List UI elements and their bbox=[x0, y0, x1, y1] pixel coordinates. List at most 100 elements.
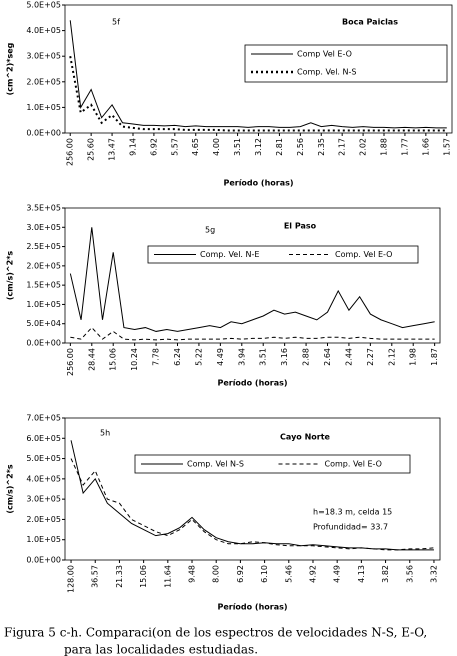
y-tick-label: 0.0E+00 bbox=[26, 556, 61, 565]
x-tick-label: 9.48 bbox=[188, 565, 197, 583]
x-tick-label: 2.17 bbox=[338, 138, 347, 156]
y-tick-label: 0.0E+00 bbox=[26, 339, 61, 348]
x-tick-label: 6.24 bbox=[173, 348, 182, 366]
x-tick-label: 4.49 bbox=[216, 348, 225, 366]
x-tick-label: 256.00 bbox=[66, 138, 75, 166]
x-tick-label: 3.56 bbox=[405, 565, 414, 583]
legend-label: Comp. Vel E-O bbox=[335, 250, 392, 259]
legend-label: Comp. Vel N-S bbox=[187, 460, 244, 469]
legend-label: Comp. Vel. N-S bbox=[297, 68, 356, 77]
series-line bbox=[69, 56, 447, 132]
chart-title: Boca Paiclas bbox=[342, 18, 398, 27]
x-tick-label: 2.56 bbox=[296, 138, 305, 156]
x-tick-label: 256.00 bbox=[66, 348, 75, 376]
y-tick-label: 0.0E+00 bbox=[26, 129, 61, 138]
chart-title: El Paso bbox=[284, 222, 317, 231]
x-tick-label: 4.00 bbox=[212, 138, 221, 156]
y-tick-label: 1.0E+05 bbox=[26, 103, 61, 112]
x-tick-label: 5.46 bbox=[284, 565, 293, 583]
annotation: Profundidad= 33.7 bbox=[313, 523, 388, 532]
y-tick-label: 2.0E+05 bbox=[26, 77, 61, 86]
y-axis-title: (cm^2)*seg bbox=[6, 42, 15, 95]
annotation: h=18.3 m, celda 15 bbox=[313, 508, 392, 517]
x-tick-label: 3.32 bbox=[429, 565, 438, 583]
y-tick-label: 1.0E+05 bbox=[26, 535, 61, 544]
x-tick-label: 3.12 bbox=[254, 138, 263, 156]
x-tick-label: 15.06 bbox=[109, 348, 118, 371]
y-tick-label: 6.0E+05 bbox=[26, 434, 61, 443]
x-tick-label: 21.33 bbox=[115, 565, 124, 588]
x-tick-label: 28.44 bbox=[87, 348, 96, 371]
y-tick-label: 5.0E+05 bbox=[26, 1, 61, 10]
y-tick-label: 1.0E+05 bbox=[26, 300, 61, 309]
x-tick-label: 2.88 bbox=[302, 348, 311, 366]
x-tick-label: 128.00 bbox=[67, 565, 76, 593]
x-tick-label: 6.92 bbox=[236, 565, 245, 583]
x-tick-label: 2.64 bbox=[323, 348, 332, 366]
x-tick-label: 1.77 bbox=[400, 138, 409, 156]
legend-box bbox=[244, 44, 448, 83]
x-tick-label: 1.66 bbox=[421, 138, 430, 156]
legend-label: Comp Vel E-O bbox=[297, 50, 352, 59]
legend-label: Comp. Vel. N-E bbox=[200, 250, 259, 259]
x-tick-label: 1.87 bbox=[430, 348, 439, 366]
x-tick-label: 6.92 bbox=[149, 138, 158, 156]
legend-label: Comp. Vel E-O bbox=[325, 460, 382, 469]
y-tick-label: 4.0E+05 bbox=[26, 474, 61, 483]
x-tick-label: 2.27 bbox=[366, 348, 375, 366]
x-tick-label: 1.57 bbox=[442, 138, 451, 156]
x-tick-label: 4.49 bbox=[333, 565, 342, 583]
series-line bbox=[69, 227, 435, 332]
chart-title: Cayo Norte bbox=[280, 433, 330, 442]
x-tick-label: 4.13 bbox=[357, 565, 366, 583]
y-tick-label: 4.0E+05 bbox=[26, 26, 61, 35]
y-axis-title: (cm/s)^2*s bbox=[6, 251, 15, 301]
plot-frame bbox=[64, 207, 441, 344]
x-tick-label: 15.06 bbox=[139, 565, 148, 588]
x-tick-label: 36.57 bbox=[91, 565, 100, 588]
x-axis-title: Período (horas) bbox=[217, 379, 287, 388]
x-tick-label: 2.81 bbox=[275, 138, 284, 156]
x-tick-label: 9.14 bbox=[128, 138, 137, 156]
y-tick-label: 3.0E+05 bbox=[26, 495, 61, 504]
x-tick-label: 13.47 bbox=[108, 138, 117, 161]
caption: para las localidades estudiadas. bbox=[64, 643, 258, 656]
series-line bbox=[69, 20, 447, 129]
x-tick-label: 2.02 bbox=[359, 138, 368, 156]
x-tick-label: 3.51 bbox=[259, 348, 268, 366]
x-tick-label: 8.00 bbox=[212, 565, 221, 583]
x-tick-label: 11.64 bbox=[163, 565, 172, 588]
x-tick-label: 2.35 bbox=[317, 138, 326, 156]
y-tick-label: 5.0E+04 bbox=[26, 319, 61, 328]
series-line bbox=[70, 440, 434, 551]
x-tick-label: 7.78 bbox=[152, 348, 161, 366]
x-tick-label: 2.12 bbox=[387, 348, 396, 366]
y-tick-label: 3.5E+05 bbox=[26, 204, 61, 213]
panel-label: 5g bbox=[205, 226, 215, 235]
panel-label: 5h bbox=[100, 429, 110, 438]
x-tick-label: 2.44 bbox=[344, 348, 353, 366]
x-tick-label: 5.57 bbox=[170, 138, 179, 156]
x-tick-label: 4.65 bbox=[191, 138, 200, 156]
plot-frame bbox=[64, 417, 441, 561]
x-tick-label: 25.60 bbox=[87, 138, 96, 161]
y-tick-label: 1.5E+05 bbox=[26, 281, 61, 290]
x-tick-label: 1.98 bbox=[409, 348, 418, 366]
legend-box bbox=[134, 454, 411, 474]
legend-box bbox=[147, 245, 419, 264]
x-tick-label: 3.51 bbox=[233, 138, 242, 156]
x-tick-label: 10.24 bbox=[130, 348, 139, 371]
series-line bbox=[70, 326, 435, 341]
y-tick-label: 3.0E+05 bbox=[26, 52, 61, 61]
y-tick-label: 2.5E+05 bbox=[26, 242, 61, 251]
x-tick-label: 3.94 bbox=[237, 348, 246, 366]
x-tick-label: 3.82 bbox=[381, 565, 390, 583]
y-axis-title: (cm/s)^2*s bbox=[6, 464, 15, 514]
x-tick-label: 6.10 bbox=[260, 565, 269, 583]
x-tick-label: 4.92 bbox=[308, 565, 317, 583]
x-tick-label: 3.16 bbox=[280, 348, 289, 366]
caption: Figura 5 c-h. Comparaci(on de los espect… bbox=[4, 626, 427, 640]
y-tick-label: 5.0E+05 bbox=[26, 454, 61, 463]
x-axis-title: Período (horas) bbox=[217, 603, 287, 612]
